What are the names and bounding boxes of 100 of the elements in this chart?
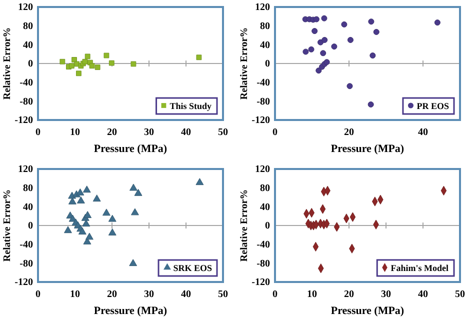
point	[76, 188, 84, 196]
x-axis-title: Pressure (MPa)	[330, 143, 404, 155]
y-tick-label: 80	[23, 21, 33, 32]
point	[347, 36, 354, 43]
y-tick-label: -120	[252, 115, 270, 126]
x-axis-title: Pressure (MPa)	[94, 305, 168, 317]
y-tick-label: -80	[256, 258, 270, 270]
y-tick-label: -120	[14, 115, 33, 126]
point	[84, 211, 92, 218]
point	[134, 188, 142, 196]
point	[89, 63, 95, 69]
point	[321, 15, 328, 22]
point	[341, 21, 348, 28]
y-tick-label: -40	[256, 78, 270, 89]
point	[316, 68, 322, 74]
point	[196, 54, 202, 60]
y-tick-label: -40	[256, 240, 270, 251]
y-axis-title: Relative Error%	[2, 27, 13, 100]
legend-label: PR EOS	[416, 101, 449, 111]
x-tick-label: 20	[107, 127, 117, 138]
point	[82, 220, 90, 226]
y-tick-label: 80	[260, 21, 270, 32]
point	[320, 50, 326, 56]
point	[84, 54, 90, 60]
point	[92, 194, 101, 202]
legend-label: Fahim's Model	[390, 263, 449, 273]
y-tick-label: -80	[20, 258, 33, 270]
point	[108, 60, 114, 66]
point	[373, 28, 380, 35]
point	[82, 186, 91, 193]
y-tick-label: -80	[256, 96, 270, 108]
point	[108, 228, 116, 236]
x-tick-label: 20	[344, 289, 354, 300]
point	[302, 48, 309, 55]
x-tick-label: 0	[36, 127, 40, 138]
y-tick-label: 40	[260, 202, 270, 213]
point	[64, 226, 72, 234]
point	[130, 208, 139, 216]
y-tick-label: -40	[20, 78, 33, 89]
x-tick-label: 50	[218, 127, 228, 138]
x-axis-title: Pressure (MPa)	[330, 305, 404, 317]
point	[434, 20, 440, 26]
y-tick-label: -120	[14, 277, 33, 288]
y-tick-label: 0	[265, 220, 270, 232]
point	[129, 259, 138, 266]
y-tick-label: 0	[265, 58, 270, 70]
y-tick-label: 40	[23, 202, 33, 213]
point	[76, 70, 82, 76]
x-tick-label: 30	[144, 289, 154, 300]
y-tick-label: -40	[20, 240, 33, 251]
y-axis-title: Relative Error%	[2, 189, 13, 262]
x-tick-label: 40	[181, 289, 191, 300]
point	[76, 196, 85, 204]
y-tick-label: 0	[28, 220, 33, 232]
point	[370, 52, 376, 59]
y-tick-label: 80	[260, 183, 270, 194]
y-tick-label: 120	[255, 2, 270, 14]
point	[129, 184, 138, 191]
y-axis-title: Relative Error%	[239, 189, 250, 262]
x-tick-label: 40	[181, 127, 191, 138]
x-tick-label: 20	[344, 127, 354, 138]
x-axis-title: Pressure (MPa)	[94, 143, 168, 155]
x-tick-label: 50	[218, 289, 228, 300]
x-tick-label: 0	[272, 127, 278, 138]
point	[104, 52, 110, 58]
point	[108, 214, 116, 222]
y-axis-title: Relative Error%	[239, 27, 250, 100]
legend-label: This Study	[170, 101, 212, 111]
point	[196, 178, 204, 186]
x-tick-label: 10	[307, 289, 317, 300]
point	[346, 83, 353, 90]
x-tick-label: 10	[70, 289, 80, 300]
point	[368, 101, 374, 108]
y-tick-label: 120	[18, 164, 33, 176]
y-tick-label: 80	[23, 183, 33, 194]
x-tick-label: 0	[36, 289, 40, 300]
point	[313, 16, 320, 22]
y-tick-label: 120	[18, 2, 33, 14]
point	[308, 46, 314, 52]
x-tick-label: 50	[455, 289, 465, 300]
y-tick-label: -120	[252, 277, 270, 288]
legend-label: SRK EOS	[173, 263, 212, 273]
point	[60, 58, 66, 64]
y-tick-label: 40	[23, 40, 33, 51]
x-tick-label: 30	[381, 289, 391, 300]
point	[368, 18, 374, 25]
x-tick-label: 0	[272, 289, 278, 300]
x-tick-label: 40	[418, 289, 428, 300]
point	[102, 208, 110, 216]
y-tick-label: 120	[255, 164, 270, 176]
x-tick-label: 10	[70, 127, 80, 138]
point	[331, 44, 338, 50]
x-tick-label: 20	[107, 289, 117, 300]
point	[68, 63, 74, 69]
x-tick-label: 40	[418, 127, 428, 138]
point	[322, 36, 328, 43]
point	[85, 232, 94, 240]
y-tick-label: 0	[28, 58, 33, 70]
y-tick-label: 40	[260, 40, 270, 51]
point	[78, 228, 86, 234]
